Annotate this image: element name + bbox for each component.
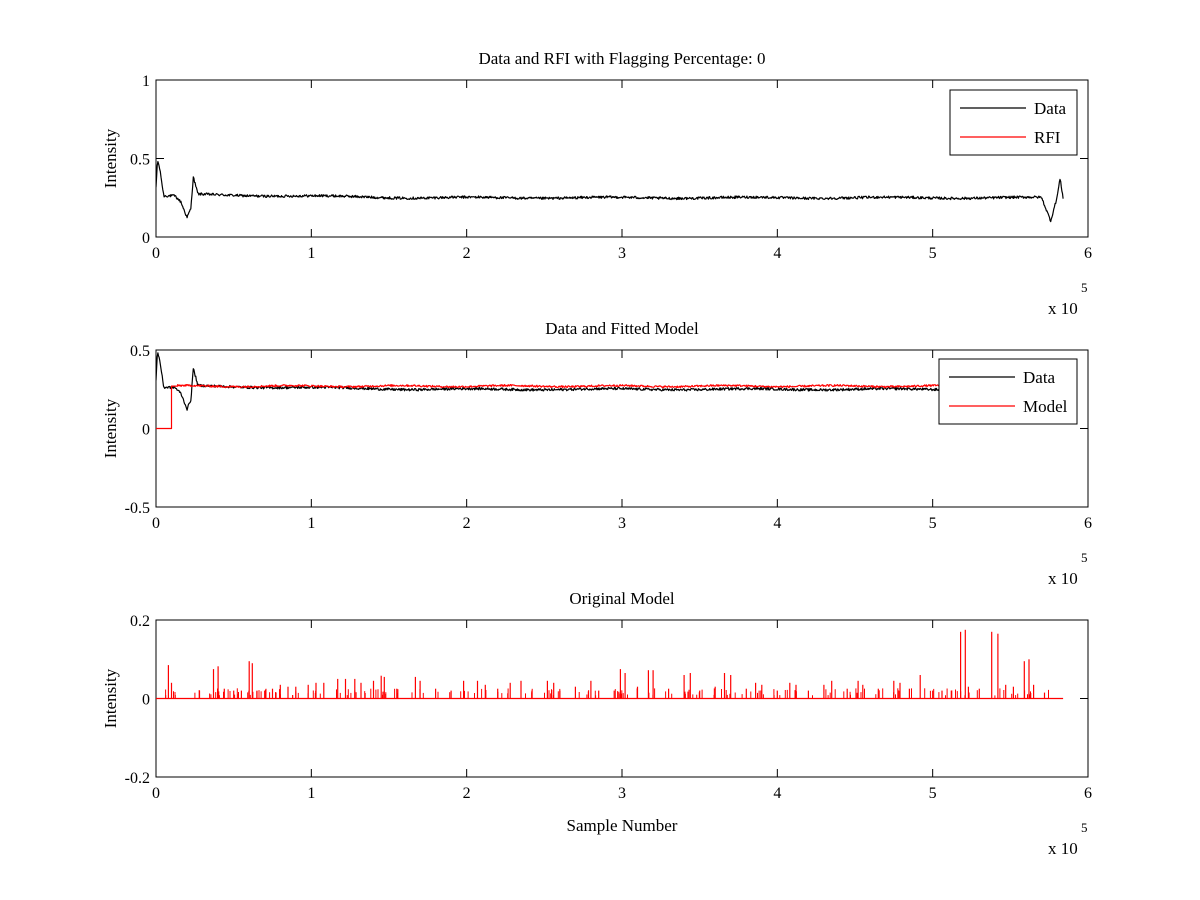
legend-box — [949, 89, 1078, 156]
series-line-0 — [156, 161, 1064, 223]
x-tick-label: 1 — [307, 245, 315, 262]
y-axis-label: Intensity — [101, 398, 120, 458]
y-tick-label: 0.5 — [130, 343, 150, 360]
plot-area — [156, 161, 1064, 223]
x-tick-label: 1 — [307, 515, 315, 532]
x-tick-label: 3 — [618, 245, 626, 262]
x-tick-label: 6 — [1084, 785, 1092, 802]
x-exponent-label: x 10 — [1048, 839, 1078, 858]
y-tick-label: -0.5 — [125, 500, 150, 517]
legend: Data Model — [938, 358, 1078, 425]
chart-title: Data and Fitted Model — [545, 319, 699, 338]
x-tick-label: 0 — [152, 785, 160, 802]
legend-label: Model — [1023, 397, 1068, 416]
y-tick-label: 0 — [142, 230, 150, 247]
chart-title: Data and RFI with Flagging Percentage: 0 — [478, 49, 765, 68]
series-line-1 — [156, 384, 1064, 430]
x-tick-label: 2 — [463, 785, 471, 802]
x-tick-label: 5 — [929, 515, 937, 532]
x-tick-label: 4 — [773, 515, 781, 532]
legend: Data RFI — [949, 89, 1078, 156]
legend-box — [938, 358, 1078, 425]
y-axis-label: Intensity — [101, 668, 120, 728]
y-tick-label: 0.2 — [130, 613, 150, 630]
legend-label: Data — [1023, 368, 1056, 387]
x-tick-label: 2 — [463, 515, 471, 532]
x-tick-label: 5 — [929, 245, 937, 262]
x-tick-label: 3 — [618, 515, 626, 532]
x-exponent-label: x 10 — [1048, 299, 1078, 318]
x-tick-label: 0 — [152, 245, 160, 262]
x-exponent-power: 5 — [1081, 280, 1088, 295]
x-tick-label: 2 — [463, 245, 471, 262]
x-exponent-power: 5 — [1081, 820, 1088, 835]
chart-title: Original Model — [569, 589, 675, 608]
y-tick-label: 1 — [142, 73, 150, 90]
series-line-0 — [156, 352, 1064, 415]
axes-box — [155, 79, 1089, 238]
x-tick-label: 3 — [618, 785, 626, 802]
y-tick-label: 0 — [142, 422, 150, 439]
y-axis-label: Intensity — [101, 128, 120, 188]
axes-box — [155, 349, 1089, 508]
x-exponent-power: 5 — [1081, 550, 1088, 565]
x-tick-label: 4 — [773, 785, 781, 802]
subplot-1: 0 1 2 3 4 5 6 0 0.5 1 Data and RFI with Flagging P… — [101, 49, 1092, 318]
y-tick-label: 0.5 — [130, 152, 150, 169]
x-tick-label: 6 — [1084, 245, 1092, 262]
x-tick-label: 0 — [152, 515, 160, 532]
y-tick-label: 0 — [142, 692, 150, 709]
x-tick-label: 4 — [773, 245, 781, 262]
x-tick-label: 5 — [929, 785, 937, 802]
plot-area — [156, 629, 1064, 700]
y-tick-label: -0.2 — [125, 770, 150, 787]
x-tick-label: 1 — [307, 785, 315, 802]
x-tick-label: 6 — [1084, 515, 1092, 532]
legend-label: Data — [1034, 99, 1067, 118]
x-exponent-label: x 10 — [1048, 569, 1078, 588]
plot-area — [156, 352, 1064, 430]
legend-label: RFI — [1034, 128, 1061, 147]
x-axis-label: Sample Number — [567, 816, 678, 835]
